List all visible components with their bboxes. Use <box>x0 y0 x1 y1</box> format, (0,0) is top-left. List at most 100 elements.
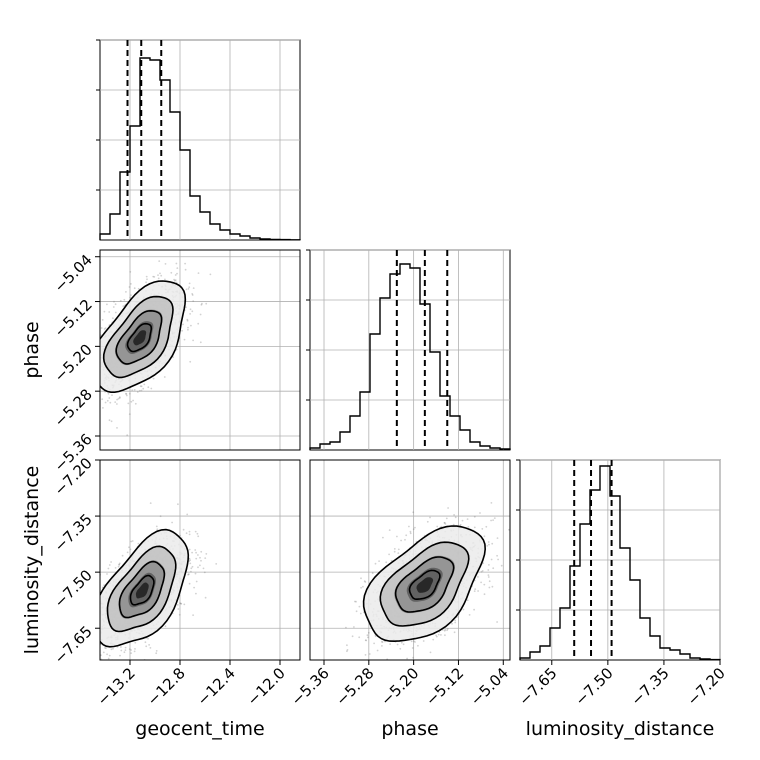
sample-point <box>188 282 191 285</box>
sample-point <box>139 385 142 388</box>
sample-point <box>176 604 179 606</box>
sample-point <box>191 551 194 554</box>
sample-point <box>130 294 132 296</box>
density-contour <box>129 574 155 606</box>
sample-point <box>215 563 218 565</box>
sample-point <box>190 567 193 570</box>
sample-point <box>443 521 446 524</box>
sample-point <box>128 286 131 288</box>
sample-point <box>85 664 87 666</box>
sample-point <box>195 557 198 560</box>
sample-point <box>173 278 176 281</box>
sample-point <box>97 381 99 383</box>
sample-point <box>97 624 99 626</box>
sample-point <box>134 648 136 650</box>
x-tick-label: −5.12 <box>422 664 467 709</box>
sample-point <box>486 545 489 547</box>
sample-point <box>193 586 196 589</box>
sample-point <box>97 338 99 340</box>
sample-point <box>440 634 442 636</box>
sample-point <box>110 420 113 423</box>
sample-point <box>145 275 148 278</box>
sample-point <box>87 620 89 622</box>
sample-point <box>194 572 197 575</box>
sample-point <box>87 369 89 371</box>
y-axis-label-phase: phase <box>21 321 43 378</box>
sample-point <box>159 272 161 275</box>
sample-point <box>496 621 498 623</box>
sample-point <box>150 387 153 390</box>
sample-point <box>197 322 200 325</box>
sample-point <box>89 374 91 376</box>
sample-point <box>97 608 99 610</box>
sample-point <box>481 570 484 572</box>
sample-point <box>488 543 490 546</box>
sample-point <box>129 271 132 273</box>
sample-point <box>444 523 447 525</box>
sample-point <box>68 675 70 677</box>
sample-point <box>192 300 195 302</box>
y-tick-label: −7.65 <box>51 622 96 667</box>
sample-point <box>205 302 208 305</box>
sample-point <box>55 388 57 390</box>
sample-point <box>108 397 111 399</box>
sample-point <box>188 548 191 551</box>
sample-point <box>123 298 126 301</box>
sample-point <box>473 608 475 611</box>
sample-point <box>200 559 202 562</box>
sample-point <box>496 537 499 539</box>
histogram-panel-luminosity_distance <box>516 459 721 661</box>
sample-point <box>75 606 77 608</box>
sample-point <box>189 308 192 311</box>
sample-point <box>189 313 192 315</box>
sample-point <box>82 657 84 659</box>
panel-content <box>55 260 212 437</box>
sample-point <box>473 526 476 529</box>
panel-content <box>345 502 510 660</box>
sample-point <box>191 293 194 295</box>
sample-point <box>91 382 93 384</box>
sample-point <box>108 668 110 670</box>
y-tick-label: −5.12 <box>51 296 96 341</box>
sample-point <box>409 532 412 535</box>
sample-point <box>130 649 133 651</box>
sample-point <box>204 596 207 599</box>
sample-point <box>451 622 453 625</box>
sample-point <box>97 618 99 620</box>
sample-point <box>188 530 191 533</box>
histogram-step-geocent_time <box>99 57 301 241</box>
sample-point <box>140 389 143 392</box>
sample-point <box>138 389 141 392</box>
sample-point <box>186 319 189 322</box>
sample-point <box>199 341 202 344</box>
sample-point <box>488 564 490 566</box>
sample-point <box>114 401 117 403</box>
sample-point <box>388 529 391 531</box>
sample-point <box>118 396 121 398</box>
sample-point <box>93 335 95 337</box>
sample-point <box>396 535 398 538</box>
sample-point <box>382 536 384 539</box>
sample-point <box>159 515 162 518</box>
sample-point <box>358 636 361 639</box>
sample-point <box>126 551 129 554</box>
sample-point <box>97 398 99 400</box>
sample-point <box>362 585 364 588</box>
density-contour <box>126 322 153 353</box>
sample-point <box>106 303 108 306</box>
sample-point <box>97 641 99 643</box>
sample-point <box>477 576 479 578</box>
sample-point <box>116 398 118 401</box>
sample-point <box>149 502 152 504</box>
sample-point <box>492 567 495 570</box>
sample-point <box>116 661 118 663</box>
sample-point <box>446 629 448 632</box>
sample-point <box>192 287 195 289</box>
sample-point <box>124 649 127 651</box>
sample-point <box>111 394 113 396</box>
sample-point <box>493 517 496 519</box>
sample-point <box>183 338 186 341</box>
sample-point <box>95 573 97 575</box>
sample-point <box>400 641 403 644</box>
